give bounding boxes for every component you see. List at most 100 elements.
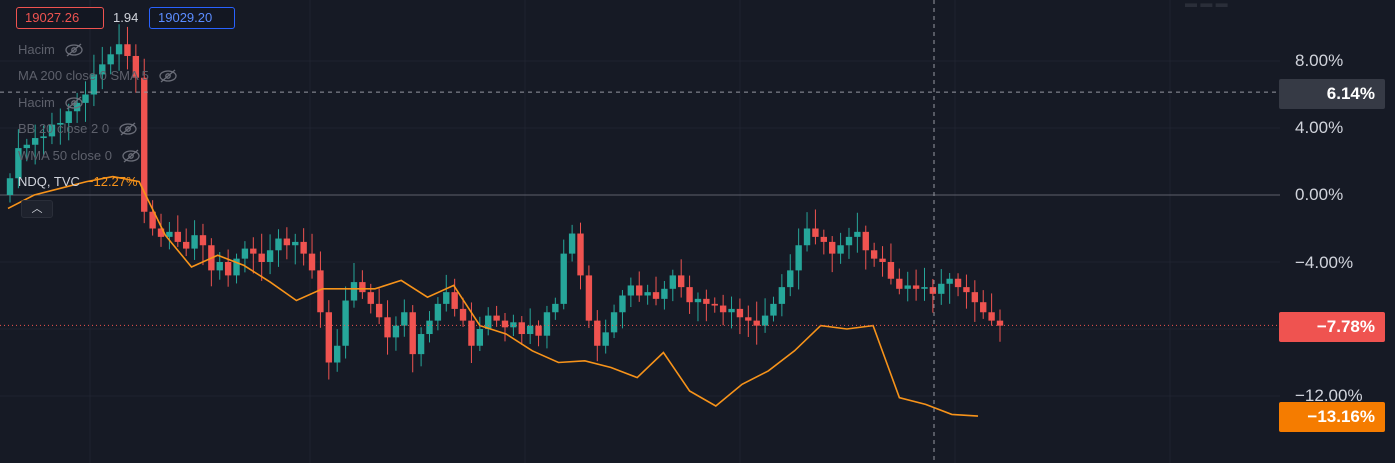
candle-body	[434, 303, 442, 321]
compare-symbol-legend[interactable]: NDQ, TVC −12.27%	[18, 174, 138, 189]
candle-body	[308, 253, 316, 271]
candle-body	[552, 303, 559, 313]
candle-body	[711, 303, 718, 306]
eye-off-icon[interactable]	[63, 96, 85, 110]
candle-body	[585, 275, 593, 321]
candle-body	[736, 308, 744, 318]
candle-body	[753, 320, 760, 326]
candle-body	[829, 241, 836, 254]
crosshair-value-tag: 6.14%	[1279, 79, 1385, 109]
candle-body	[820, 236, 828, 242]
candle-body	[300, 241, 307, 254]
legend-label: Hacim	[18, 95, 55, 110]
candle-body	[879, 258, 886, 262]
candle-body	[132, 55, 140, 78]
collapse-legend-button[interactable]: ︿	[21, 200, 53, 218]
candle-body	[275, 238, 282, 251]
eye-off-icon[interactable]	[120, 149, 142, 163]
candle-body	[535, 325, 542, 336]
candle-body	[837, 245, 844, 254]
chevron-up-icon: ︿	[31, 203, 43, 215]
candle-body	[342, 300, 349, 346]
candle-body	[409, 312, 416, 355]
candle-body	[627, 285, 635, 296]
compare-value-tag: −13.16%	[1279, 402, 1385, 432]
legend-row-bb[interactable]: BB 20 close 2 0	[18, 121, 139, 136]
candle-body	[963, 287, 970, 293]
candle-body	[250, 248, 257, 254]
candle-body	[359, 282, 366, 293]
axis-tick-label: 0.00%	[1295, 185, 1344, 204]
candle-body	[518, 322, 525, 335]
axis-tick-label: 8.00%	[1295, 51, 1344, 70]
candle-body	[787, 270, 794, 288]
candle-body	[174, 231, 181, 242]
candle-body	[90, 74, 98, 95]
legend-label: WMA 50 close 0	[18, 148, 112, 163]
eye-off-icon[interactable]	[117, 122, 139, 136]
legend-label: Hacim	[18, 42, 55, 57]
candle-body	[938, 283, 945, 294]
axis-tick-label: −4.00%	[1295, 253, 1354, 272]
candle-body	[258, 253, 265, 262]
candle-body	[929, 287, 937, 294]
candle-body	[166, 231, 173, 237]
candle-body	[954, 278, 962, 288]
candle-body	[392, 325, 400, 338]
candle-body	[677, 275, 685, 288]
candle-body	[199, 235, 207, 246]
compare-symbol-name: NDQ, TVC	[18, 174, 80, 189]
candle-body	[988, 312, 995, 321]
last-value-tag: −7.78%	[1279, 312, 1385, 342]
candle-body	[577, 233, 584, 276]
candle-body	[845, 236, 853, 246]
candle-body	[216, 262, 223, 271]
candle-body	[451, 292, 458, 309]
candle-body	[703, 298, 710, 304]
candle-body	[594, 320, 601, 346]
candle-body	[996, 320, 1004, 326]
candle-body	[65, 111, 72, 123]
candle-body	[23, 144, 30, 149]
candle-body	[493, 315, 500, 321]
legend-label: MA 200 close 0 SMA 5	[18, 68, 149, 83]
toolbar-hint: ▬ ▬ ▬	[1185, 0, 1228, 10]
candle-body	[870, 250, 878, 259]
candle-body	[896, 278, 903, 289]
candle-body	[99, 64, 106, 75]
candle-body	[317, 270, 324, 313]
candle-body	[375, 303, 383, 318]
candle-body	[619, 295, 626, 313]
candle-body	[745, 317, 752, 321]
ask-price-box[interactable]: 19029.20	[149, 7, 235, 29]
candle-body	[443, 292, 450, 304]
legend-row-hacim-2[interactable]: Hacim	[18, 95, 85, 110]
candle-body	[325, 312, 333, 363]
candle-body	[241, 248, 249, 259]
eye-off-icon[interactable]	[63, 43, 85, 57]
candle-body	[157, 228, 165, 237]
candle-body	[854, 231, 861, 237]
candle-body	[971, 292, 979, 303]
legend-row-ma200[interactable]: MA 200 close 0 SMA 5	[18, 68, 179, 83]
candle-body	[770, 303, 777, 316]
candle-body	[367, 292, 374, 304]
candle-body	[191, 235, 198, 249]
candle-body	[468, 320, 475, 346]
candle-body	[82, 94, 89, 103]
legend-row-wma[interactable]: WMA 50 close 0	[18, 148, 142, 163]
legend-row-hacim-1[interactable]: Hacim	[18, 42, 85, 57]
ndq-compare-line	[7, 175, 979, 417]
candlestick-series	[6, 24, 1004, 380]
candle-body	[417, 334, 425, 355]
candle-body	[778, 287, 786, 304]
eye-off-icon[interactable]	[157, 69, 179, 83]
candle-body	[141, 77, 148, 212]
candle-body	[686, 287, 693, 303]
axis-tick-label: −12.00%	[1295, 386, 1363, 405]
bid-price-box[interactable]: 19027.26	[16, 7, 104, 29]
candle-body	[661, 288, 668, 299]
candle-body	[921, 287, 928, 289]
candle-body	[57, 122, 64, 125]
